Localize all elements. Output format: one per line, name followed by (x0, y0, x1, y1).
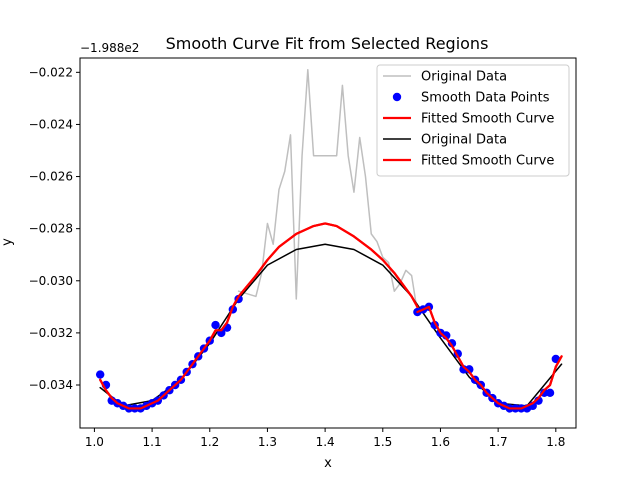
legend: Original Data Smooth Data Points Fitted Sm… (376, 64, 570, 177)
legend-label: Original Data (421, 70, 507, 85)
data-point (95, 370, 105, 379)
fitted-curve-3 (416, 305, 563, 410)
y-tick-label: −0.034 (29, 378, 73, 392)
legend-label: Original Data (421, 133, 507, 148)
x-tick-label: 1.3 (258, 435, 277, 449)
x-axis-label: x (324, 456, 332, 471)
y-offset-label: −1.988e2 (80, 41, 139, 55)
x-tick-label: 1.8 (546, 435, 565, 449)
legend-label: Fitted Smooth Curve (421, 154, 554, 169)
y-tick-label: −0.024 (29, 117, 73, 131)
legend-label: Fitted Smooth Curve (421, 112, 554, 127)
y-tick-label: −0.028 (29, 222, 73, 236)
legend-box (376, 64, 570, 177)
y-tick-label: −0.026 (29, 170, 73, 184)
fitted-curve-2 (99, 295, 240, 410)
fitted-curve-layer (99, 222, 563, 410)
y-tick-label: −0.032 (29, 326, 73, 340)
x-tick-label: 1.5 (373, 435, 392, 449)
y-axis-label: y (0, 238, 15, 246)
x-tick-label: 1.1 (143, 435, 162, 449)
y-tick-label: −0.022 (29, 65, 73, 79)
legend-marker-swatch (392, 92, 402, 102)
y-ticks: −0.034 −0.032 −0.030 −0.028 −0.026 −0.024 −0.0… (29, 65, 80, 392)
x-tick-label: 1.4 (316, 435, 335, 449)
chart-title: Smooth Curve Fit from Selected Regions (166, 34, 489, 53)
x-tick-label: 1.7 (489, 435, 508, 449)
data-point (211, 320, 220, 330)
x-tick-label: 1.0 (85, 435, 104, 449)
y-tick-label: −0.030 (29, 274, 73, 288)
data-point (545, 388, 555, 398)
data-point (447, 339, 457, 348)
x-tick-label: 1.6 (431, 435, 450, 449)
x-ticks: 1.0 1.1 1.2 1.3 1.4 1.5 1.6 1.7 1.8 (85, 428, 565, 449)
plot-frame (79, 57, 577, 429)
x-tick-label: 1.2 (200, 435, 219, 449)
legend-label: Smooth Data Points (421, 91, 550, 106)
data-point (540, 388, 549, 398)
fitted-curve-5 (237, 222, 419, 308)
